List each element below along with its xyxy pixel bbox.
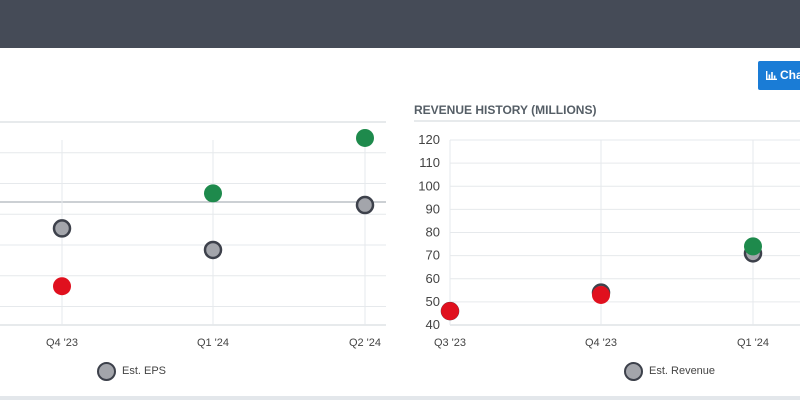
eps-legend[interactable]: Est. EPS <box>97 360 166 382</box>
revenue-x-tick-label: Q3 '23 <box>434 337 466 349</box>
revenue-x-tick-label: Q1 '24 <box>737 337 769 349</box>
revenue-y-tick-label: 80 <box>426 225 440 240</box>
eps-estimate-point <box>355 195 375 215</box>
revenue-y-tick-label: 110 <box>419 155 440 170</box>
revenue-x-tick-label: Q4 '23 <box>585 337 617 349</box>
eps-actual-point <box>204 184 222 203</box>
revenue-actual-point <box>744 237 762 256</box>
eps-chart: Q4 '23 Q1 '24 Q2 '24 <box>0 121 386 349</box>
header-bar <box>0 0 800 48</box>
revenue-chart: 40 50 60 70 80 90 100 110 120 Q3 '23 Q4 '23 Q1 '24 <box>414 120 800 349</box>
revenue-y-tick-label: 90 <box>426 201 440 216</box>
revenue-actual-point <box>441 302 459 321</box>
revenue-y-tick-label: 60 <box>426 271 440 286</box>
eps-estimate-point <box>52 219 72 238</box>
eps-legend-label: Est. EPS <box>122 365 167 377</box>
eps-x-tick-label: Q1 '24 <box>197 337 229 349</box>
revenue-legend-label: Est. Revenue <box>649 365 716 377</box>
revenue-y-tick-label: 70 <box>426 248 440 263</box>
chart-button[interactable]: Cha <box>758 61 800 90</box>
revenue-chart-title: REVENUE HISTORY (MILLIONS) <box>414 103 597 117</box>
eps-estimate-point <box>203 240 223 260</box>
revenue-legend-swatch <box>624 361 643 381</box>
eps-x-tick-label: Q2 '24 <box>349 337 381 349</box>
revenue-y-tick-label: 120 <box>418 132 440 147</box>
eps-actual-point <box>356 128 374 147</box>
chart-button-label: Cha <box>780 68 800 82</box>
eps-actual-point <box>53 277 71 296</box>
revenue-y-tick-label: 100 <box>418 178 440 193</box>
bar-chart-icon <box>766 71 777 80</box>
eps-x-tick-label: Q4 '23 <box>46 337 78 349</box>
revenue-y-tick-label: 40 <box>426 317 440 332</box>
revenue-legend[interactable]: Est. Revenue <box>624 360 715 382</box>
eps-legend-swatch <box>97 361 116 381</box>
revenue-y-tick-label: 50 <box>426 294 440 309</box>
revenue-actual-point <box>592 285 610 304</box>
bottom-divider <box>0 396 800 400</box>
